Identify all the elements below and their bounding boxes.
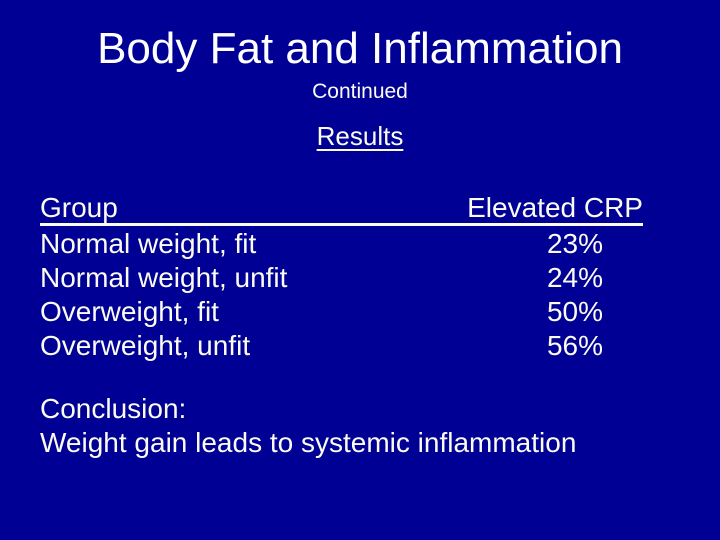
table-row: Normal weight, fit 23% (40, 227, 643, 261)
table-body: Normal weight, fit 23% Normal weight, un… (40, 227, 643, 363)
results-heading: Results (316, 121, 404, 151)
table-row: Overweight, unfit 56% (40, 329, 643, 363)
conclusion-label: Conclusion: (40, 393, 187, 424)
group-label: Overweight, fit (40, 296, 219, 327)
crp-value: 50% (546, 296, 603, 327)
crp-value: 23% (546, 228, 603, 259)
slide-title: Body Fat and Inflammation (97, 24, 623, 73)
conclusion-block: Conclusion: Weight gain leads to systemi… (40, 392, 680, 460)
group-label: Normal weight, fit (40, 228, 257, 259)
column-header-elevated-crp: Elevated CRP (467, 192, 643, 223)
results-table: Group Elevated CRP Normal weight, fit 23… (40, 192, 643, 363)
crp-value: 56% (546, 330, 603, 361)
table-header-row: Group Elevated CRP (40, 192, 643, 226)
group-label: Normal weight, unfit (40, 262, 288, 293)
conclusion-text: Weight gain leads to systemic inflammati… (40, 427, 577, 458)
table-row: Overweight, fit 50% (40, 295, 643, 329)
table-row: Normal weight, unfit 24% (40, 261, 643, 295)
crp-value: 24% (546, 262, 603, 293)
group-label: Overweight, unfit (40, 330, 251, 361)
slide-subtitle: Continued (312, 80, 408, 103)
column-header-group: Group (40, 192, 118, 223)
